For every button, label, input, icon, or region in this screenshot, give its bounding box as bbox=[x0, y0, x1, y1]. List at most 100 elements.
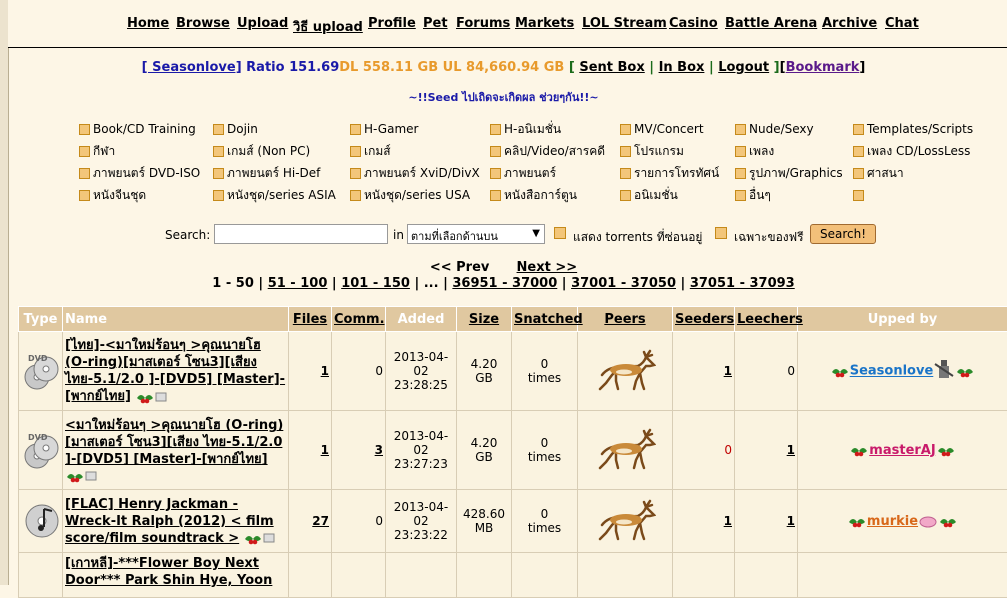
username-link[interactable]: [ Seasonlove] bbox=[142, 60, 242, 75]
free-only-checkbox[interactable] bbox=[715, 227, 727, 239]
nav-home[interactable]: Home bbox=[127, 16, 169, 31]
nav-how-to-upload[interactable]: วิธี upload bbox=[293, 16, 363, 37]
category-checkbox[interactable]: ภาพยนตร์ DVD-ISO bbox=[79, 166, 200, 180]
sort-comments[interactable]: Comm. bbox=[334, 312, 385, 327]
category-checkbox[interactable]: ภาพยนตร์ Hi-Def bbox=[213, 166, 320, 180]
category-checkbox[interactable]: เพลง bbox=[735, 144, 774, 158]
nav-profile[interactable]: Profile bbox=[368, 16, 416, 31]
category-checkbox[interactable]: เกมส์ bbox=[350, 144, 391, 158]
nav-battle-arena[interactable]: Battle Arena bbox=[725, 16, 817, 31]
category-checkbox[interactable]: หนังสือการ์ตูน bbox=[490, 188, 577, 202]
sort-files[interactable]: Files bbox=[293, 312, 327, 327]
category-checkbox[interactable] bbox=[853, 188, 867, 202]
category-checkbox[interactable]: คลิป/Video/สารคดี bbox=[490, 144, 605, 158]
leechers-count-link[interactable]: 1 bbox=[787, 443, 795, 457]
category-checkbox[interactable]: อื่นๆ bbox=[735, 188, 771, 202]
nav-chat[interactable]: Chat bbox=[885, 16, 919, 31]
files-count-link[interactable]: 27 bbox=[312, 514, 329, 528]
seeders-count-link[interactable]: 1 bbox=[724, 514, 732, 528]
category-checkbox[interactable]: Dojin bbox=[213, 122, 258, 136]
files-count-link[interactable]: 1 bbox=[321, 364, 329, 378]
bookmark-icon[interactable] bbox=[85, 471, 97, 481]
files-count-link[interactable]: 1 bbox=[321, 443, 329, 457]
category-checkbox[interactable]: อนิเมชั่น bbox=[620, 188, 678, 202]
in-box-link[interactable]: In Box bbox=[659, 60, 705, 75]
deer-icon[interactable] bbox=[594, 499, 656, 543]
nav-markets[interactable]: Markets bbox=[515, 16, 574, 31]
torrent-title-link[interactable]: <มาใหม่ร้อนๆ >คุณนายโฮ (O-ring)[มาสเตอร์… bbox=[65, 418, 283, 467]
music-cd-icon[interactable] bbox=[22, 501, 60, 541]
category-checkbox[interactable]: กีฬา bbox=[79, 144, 115, 158]
category-checkbox[interactable]: หนังชุด/series USA bbox=[350, 188, 470, 202]
search-button[interactable]: Search! bbox=[810, 224, 876, 244]
seeders-count-link[interactable]: 1 bbox=[724, 364, 732, 378]
peers-cell[interactable] bbox=[578, 332, 673, 411]
type-cell[interactable] bbox=[19, 490, 63, 553]
category-checkbox[interactable]: รูปภาพ/Graphics bbox=[735, 166, 843, 180]
category-checkbox[interactable]: ภาพยนตร์ XviD/DivX bbox=[350, 166, 480, 180]
dvd-icon[interactable]: DVD bbox=[22, 351, 60, 391]
next-page-link[interactable]: Next >> bbox=[517, 260, 578, 275]
page-link[interactable]: 51 - 100 bbox=[268, 276, 328, 291]
page-link[interactable]: 37001 - 37050 bbox=[571, 276, 676, 291]
upload-total: UL 84,660.94 GB bbox=[443, 60, 565, 75]
category-checkbox[interactable]: H-อนิเมชั่น bbox=[490, 122, 561, 136]
uploader-link[interactable]: murkie bbox=[867, 514, 918, 529]
search-input[interactable] bbox=[214, 224, 388, 244]
nav-lol-stream[interactable]: LOL Stream bbox=[582, 16, 667, 31]
category-checkbox[interactable]: Templates/Scripts bbox=[853, 122, 973, 136]
sort-peers[interactable]: Peers bbox=[604, 312, 645, 327]
type-cell[interactable]: DVD bbox=[19, 332, 63, 411]
category-checkbox[interactable]: เพลง CD/LossLess bbox=[853, 144, 970, 158]
sort-seeders[interactable]: Seeders bbox=[675, 312, 734, 327]
page-link[interactable]: 101 - 150 bbox=[341, 276, 410, 291]
category-checkbox[interactable]: H-Gamer bbox=[350, 122, 418, 136]
logout-link[interactable]: Logout bbox=[718, 60, 769, 75]
category-checkbox[interactable]: ภาพยนตร์ bbox=[490, 166, 556, 180]
sent-box-link[interactable]: Sent Box bbox=[579, 60, 644, 75]
nav-forums[interactable]: Forums bbox=[456, 16, 510, 31]
bookmark-icon[interactable] bbox=[263, 533, 275, 543]
comments-count-link[interactable]: 3 bbox=[375, 443, 383, 457]
bookmark-icon[interactable] bbox=[155, 392, 167, 402]
nav-archive[interactable]: Archive bbox=[822, 16, 877, 31]
holly-icon bbox=[65, 469, 85, 483]
category-checkbox[interactable]: รายการโทรทัศน์ bbox=[620, 166, 719, 180]
deer-icon[interactable] bbox=[594, 349, 656, 393]
category-checkbox[interactable]: MV/Concert bbox=[620, 122, 704, 136]
peers-cell[interactable] bbox=[578, 490, 673, 553]
uploader-link[interactable]: Seasonlove bbox=[850, 364, 934, 379]
nav-casino[interactable]: Casino bbox=[669, 16, 718, 31]
bookmark-link[interactable]: Bookmark bbox=[786, 60, 860, 75]
table-row: [FLAC] Henry Jackman - Wreck-It Ralph (2… bbox=[19, 490, 1007, 553]
leechers-count-link[interactable]: 1 bbox=[787, 514, 795, 528]
search-scope-select[interactable]: ตามที่เลือกด้านบน▼ bbox=[407, 224, 545, 244]
category-checkbox[interactable]: ศาสนา bbox=[853, 166, 904, 180]
nav-browse[interactable]: Browse bbox=[176, 16, 230, 31]
page-link[interactable]: 37051 - 37093 bbox=[690, 276, 795, 291]
category-checkbox[interactable]: หนังจีนชุด bbox=[79, 188, 146, 202]
sort-leechers[interactable]: Leechers bbox=[737, 312, 803, 327]
sort-size[interactable]: Size bbox=[469, 312, 499, 327]
show-hidden-checkbox[interactable] bbox=[554, 227, 566, 239]
uploader-link[interactable]: masterAJ bbox=[869, 443, 935, 458]
category-checkbox[interactable]: หนังชุด/series ASIA bbox=[213, 188, 336, 202]
torrent-title-link[interactable]: [ไทย]-<มาใหม่ร้อนๆ >คุณนายโฮ (O-ring)[มา… bbox=[65, 338, 285, 404]
category-checkbox[interactable]: เกมส์ (Non PC) bbox=[213, 144, 310, 158]
category-checkbox[interactable]: Nude/Sexy bbox=[735, 122, 814, 136]
sort-snatched[interactable]: Snatched bbox=[514, 312, 583, 327]
dvd-icon[interactable]: DVD bbox=[22, 430, 60, 470]
peers-cell[interactable] bbox=[578, 411, 673, 490]
deer-icon[interactable] bbox=[594, 428, 656, 472]
table-row: DVD <มาใหม่ร้อนๆ >คุณนายโฮ (O-ring)[มาสเ… bbox=[19, 411, 1007, 490]
type-cell[interactable]: DVD bbox=[19, 411, 63, 490]
nav-upload[interactable]: Upload bbox=[237, 16, 288, 31]
free-only-label: เฉพาะของฟรี bbox=[734, 228, 804, 247]
category-checkbox[interactable]: โปรแกรม bbox=[620, 144, 684, 158]
site-slogan: ~!!Seed ไปเถิดจะเกิดผล ช่วยๆกัน!!~ bbox=[0, 88, 1007, 106]
page-link[interactable]: 36951 - 37000 bbox=[452, 276, 557, 291]
category-checkbox[interactable]: Book/CD Training bbox=[79, 122, 196, 136]
torrent-title-link[interactable]: [เกาหลี]-***Flower Boy Next Door*** Park… bbox=[65, 556, 272, 588]
nav-pet[interactable]: Pet bbox=[423, 16, 448, 31]
